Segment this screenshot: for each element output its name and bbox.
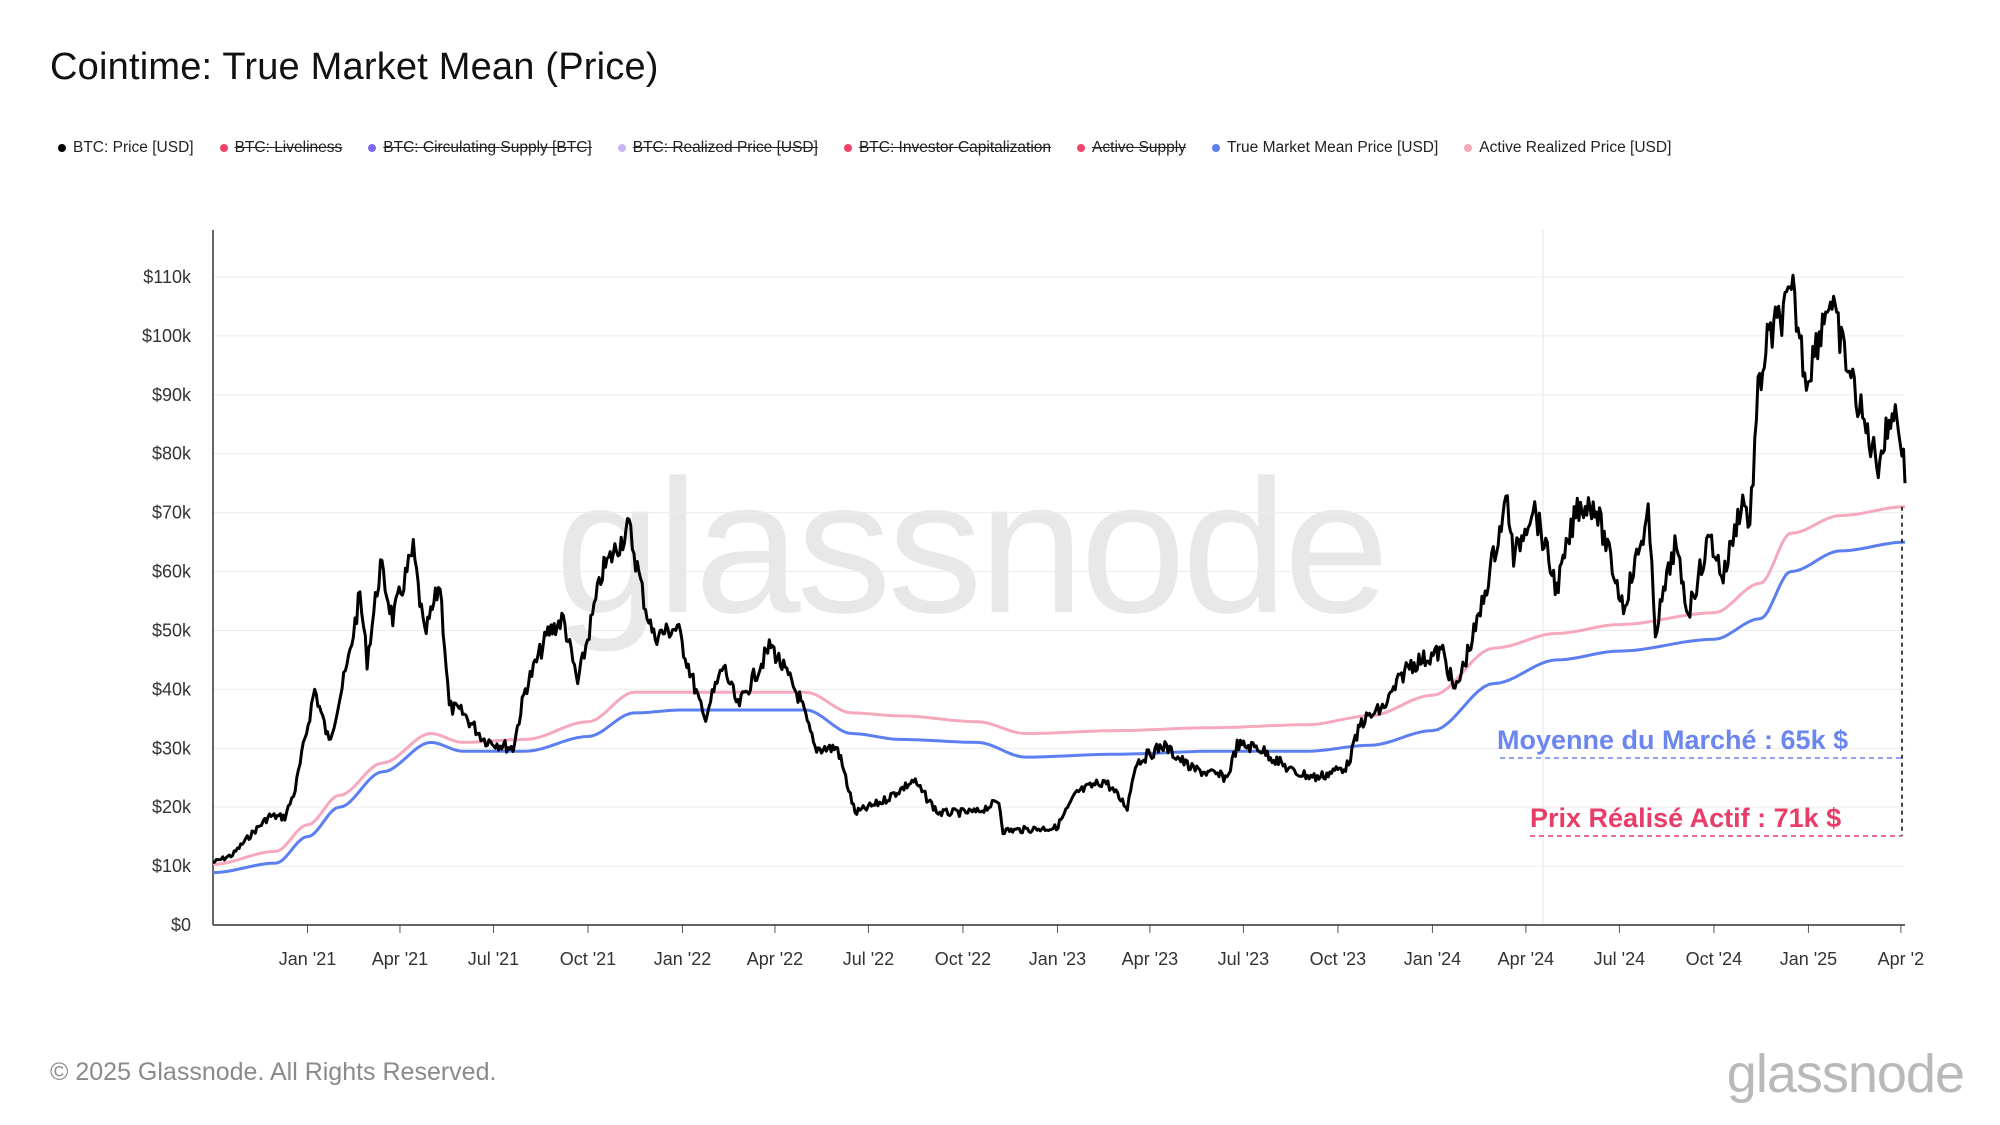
chart-annotations: Moyenne du Marché : 65k $ Prix Réalisé Ac… <box>1497 506 1903 837</box>
y-tick-label: $50k <box>152 620 192 640</box>
annotation-label-tmm: Moyenne du Marché : 65k $ <box>1497 725 1848 755</box>
legend-dot-icon <box>617 144 626 152</box>
x-tick-label: Oct '21 <box>560 949 616 969</box>
chart-grid <box>213 230 1905 926</box>
legend-label: BTC: Investor Capitalization <box>858 139 1052 156</box>
chart-series-group <box>212 273 1907 875</box>
legend-item[interactable]: BTC: Circulating Supply [BTC] <box>368 139 592 157</box>
x-tick-label: Oct '22 <box>935 949 991 969</box>
legend-item[interactable]: True Market Mean Price [USD] <box>1211 139 1439 157</box>
legend-dot-icon <box>219 144 228 152</box>
legend-dot-icon <box>843 144 852 152</box>
legend-dot-icon <box>1464 144 1473 152</box>
x-tick-label: Jul '21 <box>468 949 519 969</box>
x-tick-label: Jan '24 <box>1404 949 1461 969</box>
y-tick-label: $80k <box>152 444 192 464</box>
chart-legend: BTC: Price [USD] BTC: Liveliness BTC: Circ… <box>58 139 1697 157</box>
legend-dot-icon <box>1077 144 1086 152</box>
brand-logo: glassnode <box>1726 1044 1965 1104</box>
annotation-label-arp: Prix Réalisé Actif : 71k $ <box>1530 803 1841 833</box>
legend-dot-icon <box>1211 144 1220 152</box>
legend-item[interactable]: BTC: Price [USD] <box>58 139 194 157</box>
x-tick-label: Jan '23 <box>1029 949 1086 969</box>
y-tick-label: $60k <box>152 562 192 582</box>
x-tick-label: Jul '24 <box>1594 949 1645 969</box>
y-tick-label: $0 <box>171 915 191 935</box>
x-tick-label: Apr '21 <box>372 949 428 969</box>
legend-dot-icon <box>58 144 66 152</box>
legend-dot-icon <box>368 144 377 152</box>
y-tick-label: $90k <box>152 385 192 405</box>
y-tick-label: $100k <box>142 326 192 346</box>
legend-item[interactable]: Active Supply <box>1077 139 1186 157</box>
x-tick-label: Apr '2 <box>1878 949 1924 969</box>
x-tick-label: Oct '24 <box>1686 949 1742 969</box>
y-tick-label: $110k <box>143 267 192 287</box>
legend-label: Active Realized Price [USD] <box>1479 139 1672 156</box>
x-tick-label: Jul '23 <box>1218 949 1269 969</box>
legend-label: BTC: Liveliness <box>234 139 343 156</box>
x-tick-label: Jan '21 <box>279 949 336 969</box>
x-tick-label: Jan '25 <box>1780 949 1837 969</box>
y-tick-label: $20k <box>152 797 192 817</box>
legend-item[interactable]: Active Realized Price [USD] <box>1464 139 1671 157</box>
series-line-active-realized <box>212 505 1906 866</box>
legend-label: BTC: Circulating Supply [BTC] <box>383 139 592 156</box>
legend-item[interactable]: BTC: Liveliness <box>219 139 343 157</box>
legend-label: True Market Mean Price [USD] <box>1226 139 1439 156</box>
y-tick-label: $40k <box>152 679 192 699</box>
y-tick-label: $30k <box>152 738 192 758</box>
y-tick-label: $70k <box>152 503 192 523</box>
x-tick-label: Apr '23 <box>1122 949 1178 969</box>
page-title: Cointime: True Market Mean (Price) <box>50 46 659 88</box>
y-tick-label: $10k <box>152 856 192 876</box>
x-tick-label: Apr '24 <box>1498 949 1554 969</box>
legend-label: BTC: Realized Price [USD] <box>632 139 818 156</box>
x-tick-label: Jul '22 <box>843 949 894 969</box>
x-tick-label: Jan '22 <box>654 949 711 969</box>
legend-label: Active Supply <box>1092 139 1186 156</box>
series-line-true-market-mean <box>212 540 1906 875</box>
watermark-text: glassnode <box>555 441 1385 653</box>
x-tick-label: Oct '23 <box>1310 949 1366 969</box>
legend-item[interactable]: BTC: Investor Capitalization <box>843 139 1052 157</box>
legend-label: BTC: Price [USD] <box>73 139 194 156</box>
legend-item[interactable]: BTC: Realized Price [USD] <box>617 139 818 157</box>
series-line-btc-price <box>212 273 1907 864</box>
chart-axes: $0 $10k $20k $30k $40k $50k $60k $70k $80k $90k $1… <box>142 230 1924 969</box>
copyright-text: © 2025 Glassnode. All Rights Reserved. <box>50 1058 497 1086</box>
x-tick-label: Apr '22 <box>747 949 803 969</box>
